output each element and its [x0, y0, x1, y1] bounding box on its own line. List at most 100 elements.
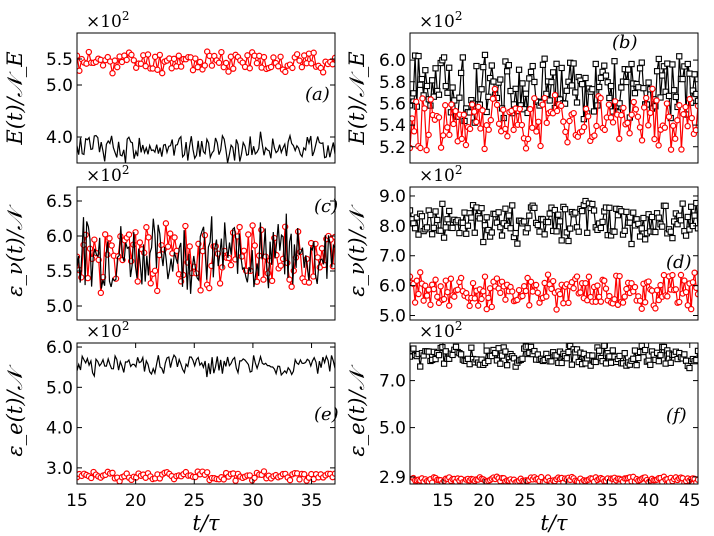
marker-square [417, 81, 424, 88]
marker-square [481, 222, 489, 229]
marker-circle [577, 289, 584, 296]
marker-circle [147, 280, 154, 287]
marker-circle [215, 59, 223, 66]
marker-square [655, 214, 662, 221]
marker-square [411, 225, 419, 232]
panel-annotation: (f) [666, 405, 687, 426]
marker-circle [524, 274, 531, 282]
marker-circle [218, 48, 225, 56]
marker-circle [240, 247, 248, 254]
marker-circle [694, 102, 698, 110]
x-tick-label: 25 [514, 491, 536, 511]
marker-circle [432, 276, 439, 283]
marker-circle [493, 101, 501, 109]
marker-circle [481, 145, 488, 153]
y-tick-label: 7.0 [379, 247, 406, 267]
marker-circle [553, 107, 561, 115]
marker-square [662, 88, 669, 95]
marker-square [457, 351, 465, 358]
marker-circle [526, 105, 534, 113]
plot-area-e [77, 353, 335, 484]
marker-square [573, 99, 581, 106]
marker-circle [556, 290, 564, 298]
marker-square [503, 68, 511, 75]
marker-square [677, 217, 685, 224]
marker-circle [216, 280, 224, 287]
marker-circle [244, 52, 251, 59]
marker-circle [445, 302, 453, 309]
marker-square [546, 210, 553, 217]
marker-square [439, 344, 446, 351]
marker-circle [518, 121, 526, 129]
marker-circle [529, 124, 536, 131]
marker-square [682, 357, 690, 364]
marker-square [427, 211, 434, 219]
marker-circle [196, 58, 204, 66]
marker-circle [485, 126, 492, 133]
marker-circle [594, 282, 601, 289]
marker-square [611, 58, 618, 65]
marker-square [515, 66, 523, 73]
marker-square [556, 218, 564, 225]
marker-circle [626, 130, 633, 137]
marker-circle [293, 51, 301, 58]
y-tick-label: 5.4 [379, 116, 406, 136]
marker-square [606, 353, 613, 360]
marker-circle [537, 142, 544, 150]
marker-square [555, 211, 562, 218]
marker-square [478, 86, 485, 93]
marker-circle [298, 63, 306, 71]
marker-square [498, 232, 506, 239]
marker-circle [410, 128, 418, 135]
marker-square [410, 345, 417, 352]
marker-circle [691, 269, 698, 276]
marker-circle [529, 288, 536, 295]
marker-circle [425, 286, 432, 293]
marker-circle [108, 242, 115, 249]
marker-circle [535, 118, 542, 125]
marker-circle [448, 101, 455, 108]
marker-square [607, 359, 615, 366]
marker-square [522, 343, 530, 350]
y-tick-label: 5.0 [379, 307, 406, 327]
marker-circle [502, 125, 509, 133]
y-tick-label: 6.0 [379, 51, 406, 71]
marker-square [440, 360, 448, 367]
marker-square [512, 229, 519, 237]
axis-multiplier: ×102 [86, 163, 130, 186]
marker-circle [533, 128, 540, 135]
marker-square [563, 87, 570, 94]
marker-circle [417, 144, 424, 152]
marker-square [410, 102, 414, 109]
marker-square [694, 97, 698, 105]
marker-circle [422, 282, 429, 289]
marker-square [621, 227, 628, 234]
marker-circle [230, 65, 237, 72]
marker-circle [477, 125, 484, 132]
marker-square [640, 85, 647, 92]
marker-square [430, 224, 438, 232]
marker-circle [114, 63, 121, 71]
marker-square [435, 91, 443, 98]
marker-circle [665, 113, 673, 120]
marker-square [505, 212, 512, 219]
marker-square [449, 351, 456, 359]
marker-square [549, 69, 557, 76]
marker-circle [663, 100, 671, 107]
marker-square [679, 75, 686, 83]
marker-circle [447, 275, 455, 282]
y-tick-label: 5.5 [46, 262, 73, 282]
marker-circle [109, 469, 116, 477]
marker-circle [694, 476, 698, 483]
marker-square [429, 77, 436, 84]
marker-circle [77, 67, 83, 74]
marker-square [589, 352, 596, 359]
marker-circle [687, 305, 695, 313]
marker-circle [225, 68, 232, 75]
marker-square [563, 355, 570, 362]
marker-circle [570, 285, 577, 292]
marker-circle [504, 133, 511, 140]
marker-square [684, 213, 691, 221]
marker-square [446, 64, 453, 71]
marker-circle [602, 285, 610, 292]
